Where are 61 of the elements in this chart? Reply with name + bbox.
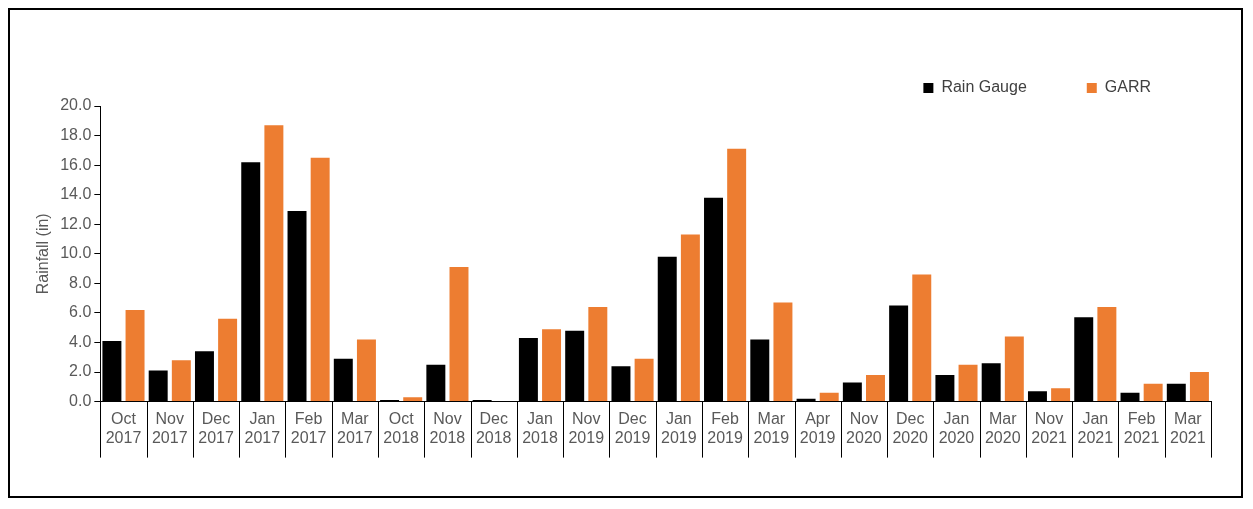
y-tick-label: 20.0 (60, 96, 92, 114)
x-tick-label: Jan 2018 (522, 409, 558, 446)
y-tick-label: 10.0 (60, 244, 92, 262)
x-tick-label: Mar 2019 (753, 409, 790, 446)
bar (1097, 307, 1117, 402)
bar (912, 274, 932, 402)
bar (264, 125, 284, 402)
bar (449, 267, 469, 402)
bar (958, 364, 978, 402)
bar (356, 339, 376, 402)
x-tick-label: Oct 2017 (105, 409, 142, 446)
bar (866, 375, 885, 402)
x-tick-label: Dec 2020 (892, 409, 929, 446)
bar (403, 397, 423, 402)
y-tick-label: 12.0 (60, 214, 92, 232)
x-tick-label: Nov 2018 (429, 409, 466, 446)
x-tick-label: Nov 2019 (568, 409, 605, 446)
y-tick-label: 16.0 (60, 155, 92, 173)
x-tick-label: Jan 2017 (244, 409, 281, 446)
bar (125, 309, 145, 402)
bar (727, 148, 747, 402)
x-tick-label: Dec 2017 (198, 409, 234, 446)
bar (773, 302, 793, 402)
x-tick-label: Oct 2018 (383, 409, 420, 446)
bar (1143, 383, 1163, 402)
y-tick-label: 14.0 (60, 185, 92, 203)
x-tick-label: Nov 2020 (846, 409, 882, 446)
y-tick-label: 18.0 (60, 125, 92, 143)
bar (1051, 388, 1071, 402)
y-tick-label: 0.0 (69, 392, 92, 410)
x-tick-label: Jan 2020 (938, 409, 975, 446)
x-tick-label: Mar 2017 (337, 409, 373, 446)
bar (819, 392, 839, 402)
y-tick-label: 6.0 (69, 303, 92, 321)
x-tick-label: Jan 2021 (1077, 409, 1114, 446)
bar (542, 329, 562, 402)
bar (218, 318, 238, 402)
x-tick-label: Dec 2019 (614, 409, 651, 446)
bar (1189, 372, 1209, 402)
bar (171, 360, 191, 402)
x-tick-label: Nov 2017 (151, 409, 188, 446)
x-tick-label: Mar 2020 (984, 409, 1021, 446)
bar (1004, 336, 1024, 402)
y-tick-label: 2.0 (69, 362, 92, 380)
x-tick-label: Nov 2021 (1031, 409, 1067, 446)
x-tick-label: Apr 2019 (799, 409, 836, 446)
y-tick-label: 8.0 (69, 273, 92, 291)
x-tick-label: Feb 2021 (1123, 409, 1160, 446)
x-tick-label: Feb 2017 (290, 409, 327, 446)
x-tick-label: Jan 2019 (661, 409, 697, 446)
bar (310, 157, 330, 402)
bar (588, 307, 608, 402)
y-axis-title: Rainfall (in) (34, 213, 52, 295)
x-tick-label: Mar 2021 (1170, 409, 1206, 446)
bar (634, 358, 654, 402)
legend-label: GARR (1104, 78, 1152, 96)
bar (680, 234, 700, 402)
legend-label: Rain Gauge (941, 78, 1027, 96)
x-tick-label: Feb 2019 (707, 409, 743, 446)
x-tick-label: Dec 2018 (475, 409, 512, 446)
y-tick-label: 4.0 (69, 332, 92, 350)
